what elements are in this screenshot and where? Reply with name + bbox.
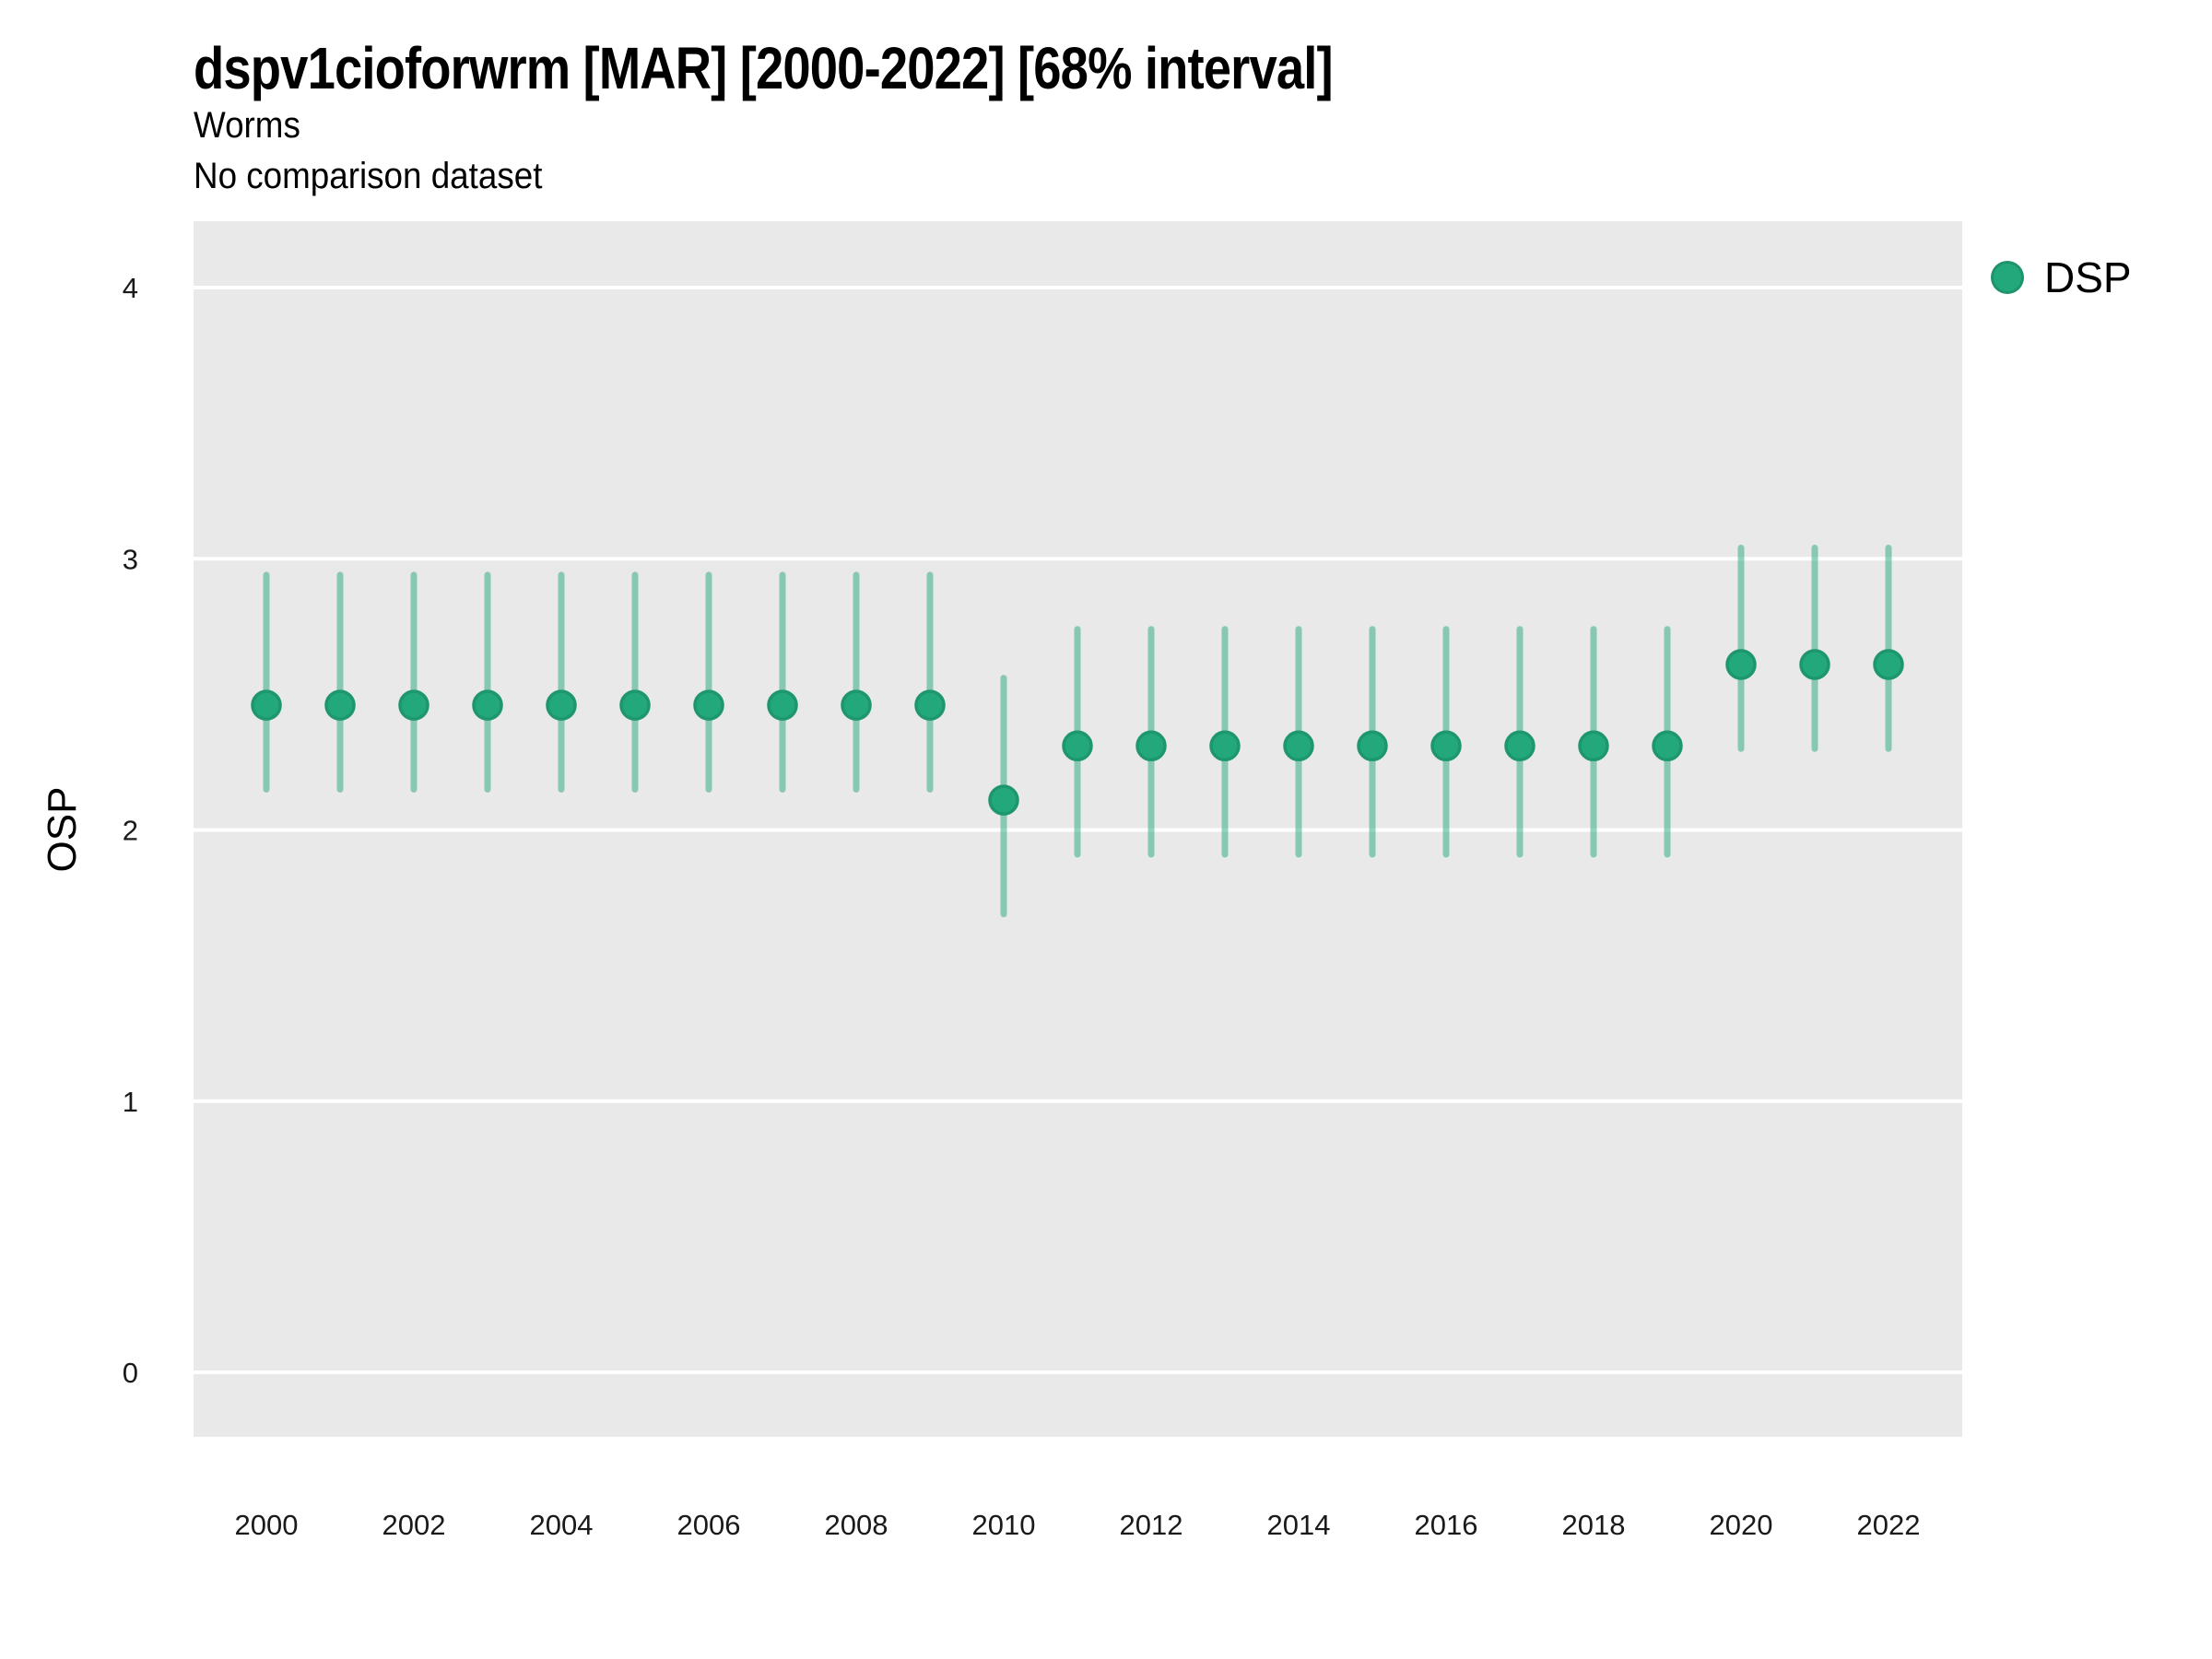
x-tick-label-2016: 2016: [1415, 1509, 1478, 1541]
point-2000: [251, 689, 282, 721]
point-2021: [1799, 649, 1830, 680]
point-2020: [1725, 649, 1757, 680]
y-axis-title: OSP: [40, 786, 85, 873]
chart-subtitle: Worms: [194, 105, 300, 146]
y-tick-label-3: 3: [123, 543, 138, 575]
point-2007: [767, 689, 798, 721]
y-tick-label-4: 4: [123, 272, 138, 304]
x-tick-label-2006: 2006: [677, 1509, 741, 1541]
y-tick-label-0: 0: [123, 1357, 138, 1389]
x-tick-label-2004: 2004: [530, 1509, 594, 1541]
x-tick-label-2018: 2018: [1562, 1509, 1626, 1541]
x-tick-label-2022: 2022: [1857, 1509, 1921, 1541]
legend-dot-icon: [1991, 261, 2024, 294]
point-2006: [693, 689, 724, 721]
point-2014: [1283, 730, 1314, 762]
x-tick-label-2008: 2008: [825, 1509, 888, 1541]
point-2011: [1062, 730, 1093, 762]
point-2001: [324, 689, 356, 721]
point-2010: [988, 784, 1019, 816]
x-tick-label-2020: 2020: [1710, 1509, 1773, 1541]
chart-title: dspv1cioforwrm [MAR] [2000-2022] [68% in…: [194, 35, 1334, 101]
y-tick-label-1: 1: [123, 1086, 138, 1118]
point-2005: [619, 689, 651, 721]
point-2017: [1504, 730, 1535, 762]
point-2018: [1578, 730, 1609, 762]
point-2008: [841, 689, 872, 721]
comparison-note: No comparison dataset: [194, 156, 543, 196]
point-2002: [398, 689, 429, 721]
y-tick-label-2: 2: [123, 815, 138, 847]
point-2009: [914, 689, 946, 721]
point-2022: [1873, 649, 1904, 680]
point-2013: [1209, 730, 1241, 762]
x-tick-label-2010: 2010: [972, 1509, 1036, 1541]
legend: DSP: [1991, 256, 2132, 299]
point-2003: [472, 689, 503, 721]
x-tick-label-2002: 2002: [382, 1509, 446, 1541]
point-2004: [546, 689, 577, 721]
x-tick-label-2000: 2000: [235, 1509, 299, 1541]
x-tick-label-2012: 2012: [1120, 1509, 1183, 1541]
point-2019: [1652, 730, 1683, 762]
point-2012: [1135, 730, 1167, 762]
x-tick-label-2014: 2014: [1267, 1509, 1331, 1541]
point-2015: [1357, 730, 1388, 762]
point-2016: [1430, 730, 1462, 762]
legend-label: DSP: [2044, 253, 2132, 301]
